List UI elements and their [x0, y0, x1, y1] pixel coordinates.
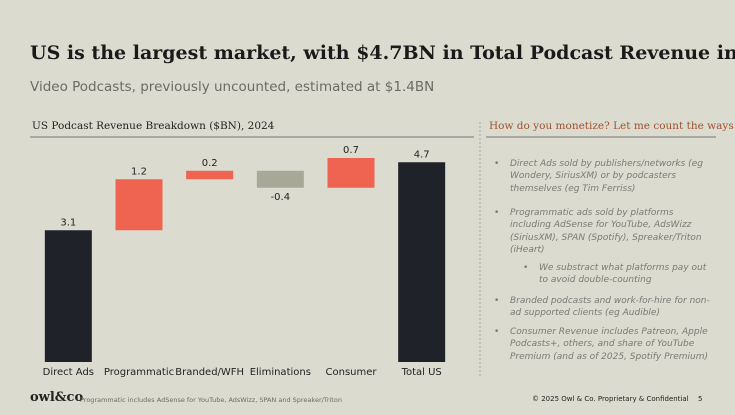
bullet: Direct Ads sold by publishers/networks (…	[494, 158, 715, 195]
x-tick-label: Total US	[401, 367, 442, 378]
slide-title: US is the largest market, with $4.7BN in…	[30, 42, 735, 64]
bar	[44, 230, 92, 362]
data-label: 0.7	[343, 145, 359, 156]
x-tick-label: Eliminations	[250, 367, 311, 378]
copyright: © 2025 Owl & Co. Proprietary & Confident…	[532, 395, 689, 403]
slide-subtitle: Video Podcasts, previously uncounted, es…	[30, 79, 435, 95]
data-label: 1.2	[131, 166, 147, 177]
data-label: 0.2	[202, 158, 218, 169]
sidebar-heading: How do you monetize? Let me count the wa…	[489, 120, 734, 132]
bar	[115, 179, 163, 231]
bar	[186, 170, 234, 180]
data-label: 4.7	[414, 149, 430, 160]
page-number: 5	[698, 395, 703, 403]
x-tick-label: Programmatic	[104, 367, 174, 378]
x-tick-label: Branded/WFH	[175, 367, 244, 378]
bar	[398, 162, 446, 362]
sub-bullet: We substract what platforms pay out to a…	[523, 262, 714, 287]
data-label: 3.1	[60, 217, 76, 228]
bullet: Programmatic ads sold by platforms inclu…	[494, 207, 715, 257]
data-label: -0.4	[271, 192, 291, 203]
bar	[327, 158, 375, 188]
bullet: Consumer Revenue includes Patreon, Apple…	[494, 326, 715, 363]
x-tick-label: Direct Ads	[43, 367, 94, 378]
chart-title: US Podcast Revenue Breakdown ($BN), 2024	[32, 120, 275, 132]
x-tick-label: Consumer	[326, 367, 378, 378]
logo: owl&co	[30, 390, 84, 405]
chart: 3.1 Direct Ads 1.2 Programmatic 0.2 Branded/W…	[30, 122, 716, 378]
bullet: Branded podcasts and work-for-hire for n…	[494, 295, 715, 320]
bar	[256, 170, 304, 188]
footnote: Programmatic includes AdSense for YouTub…	[80, 396, 342, 404]
